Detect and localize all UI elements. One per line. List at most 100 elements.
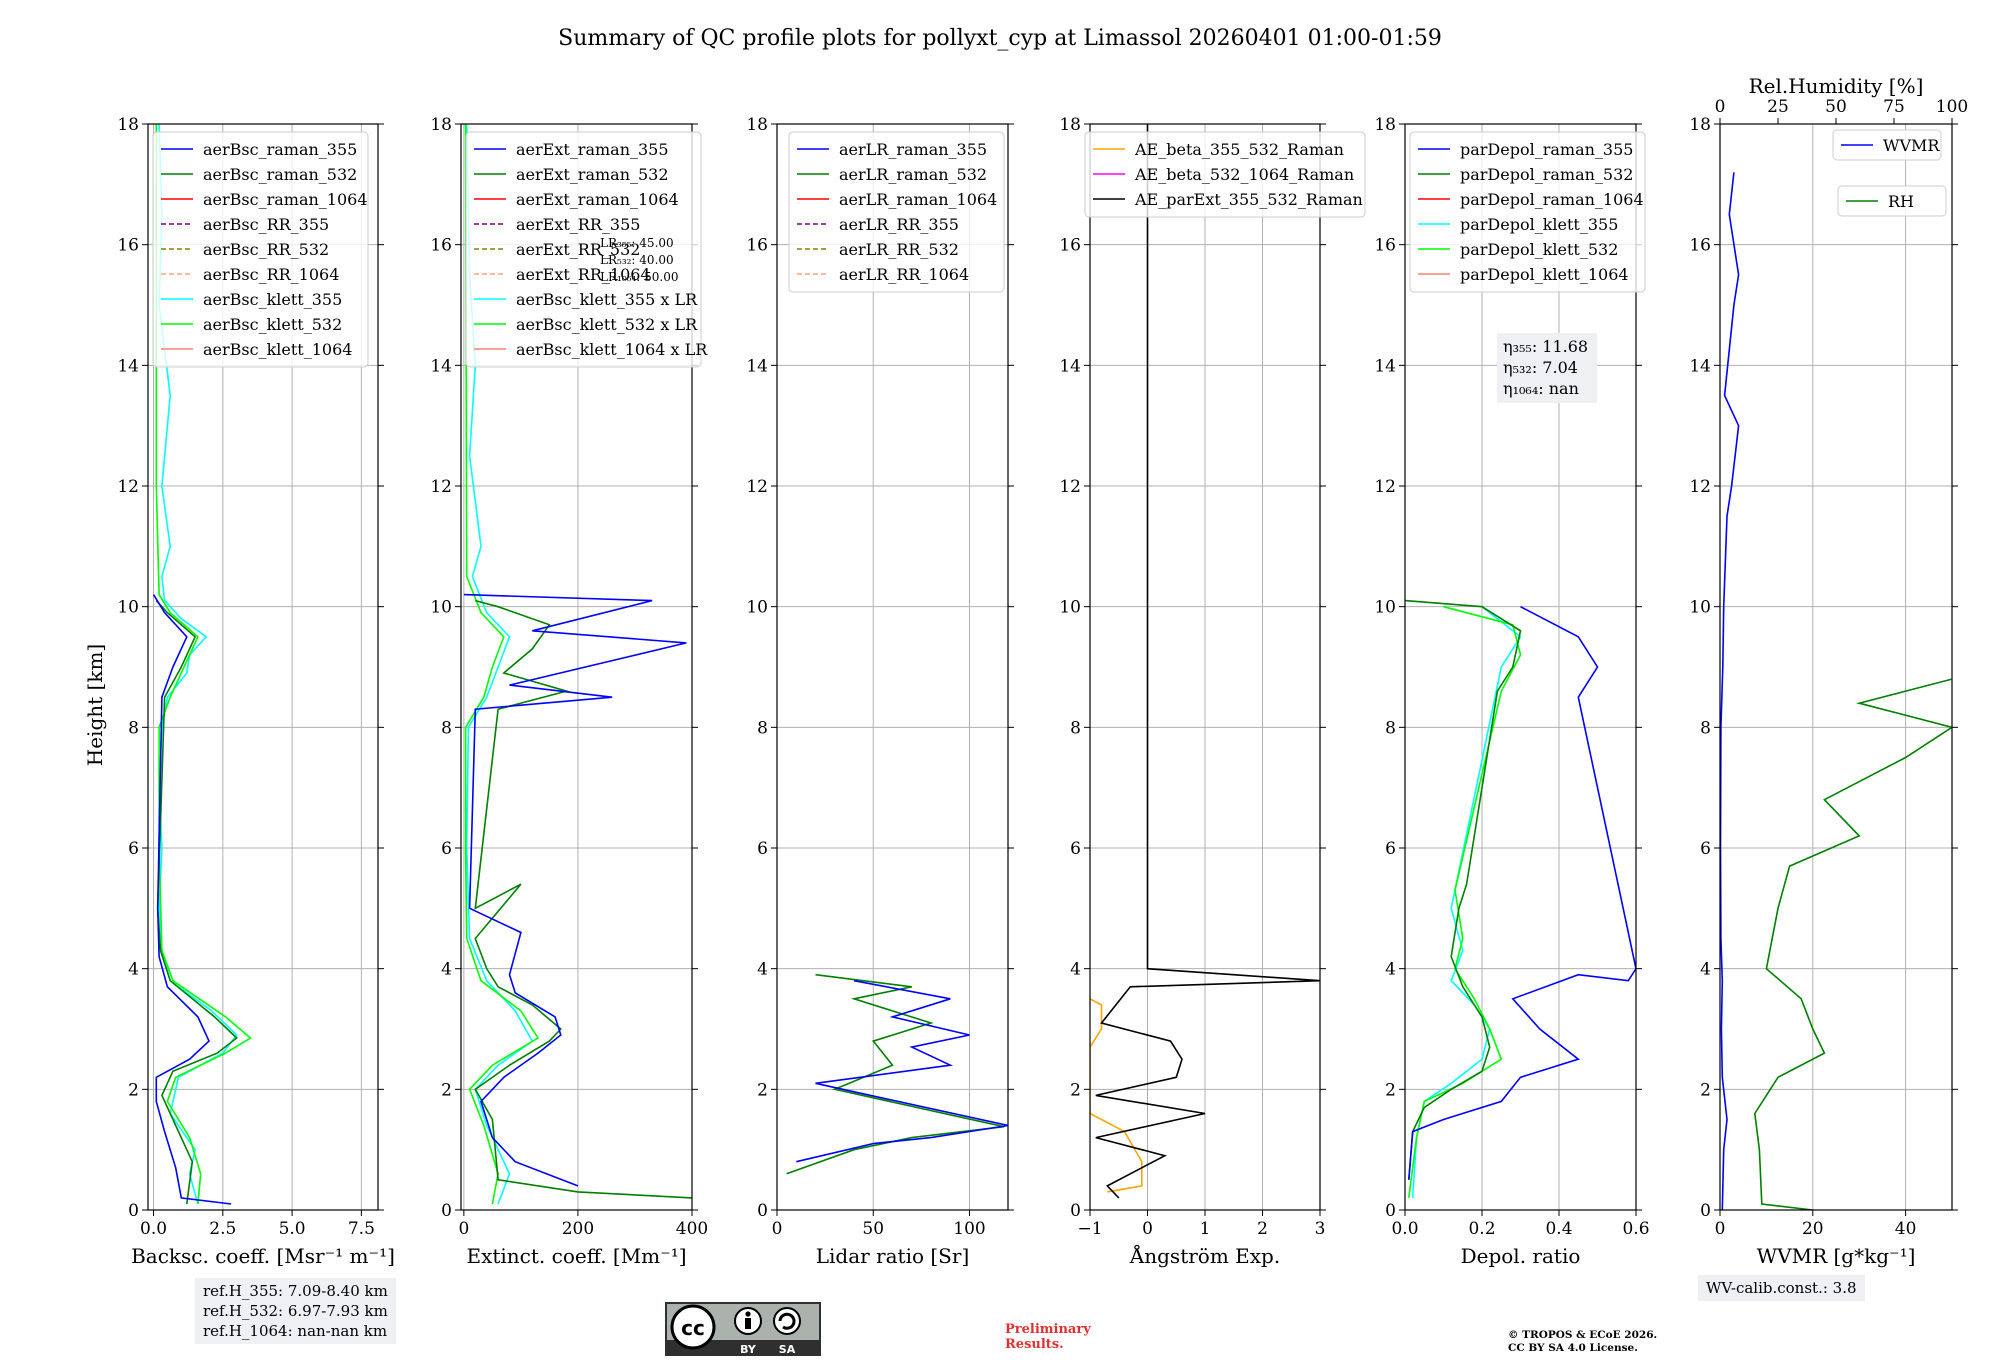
y-tick-label: 14 [117, 356, 139, 376]
panel-lr: 0 50 100 Lidar ratio [Sr] 0 2 4 6 8 10 12 14 16 18 aer… [746, 115, 1014, 1268]
legend-label: parDepol_klett_355 [1460, 215, 1618, 234]
x-tick-label: 0.6 [1622, 1219, 1649, 1239]
legend-WVMR: WVMR [1832, 129, 1942, 161]
figure-title: Summary of QC profile plots for pollyxt_… [558, 26, 1442, 51]
y-tick-label: 4 [128, 960, 139, 980]
series-aerExt_raman_355 [463, 593, 687, 1187]
x-tick-label: 3 [1315, 1219, 1326, 1239]
y-tick-label: 0 [441, 1201, 452, 1221]
top-x-tick-label: 25 [1767, 97, 1789, 117]
legend-label: aerBsc_klett_532 [203, 315, 342, 334]
y-axis-label: Height [km] [83, 644, 107, 766]
y-tick-label: 8 [1700, 718, 1711, 738]
panel-ext: 0 200 400 Extinct. coeff. [Mm⁻¹] 0 2 4 6 8 10 12 14… [430, 115, 708, 1268]
legend-label: aerBsc_klett_532 x LR [516, 315, 698, 334]
legend-label: aerLR_RR_532 [839, 240, 959, 259]
y-tick-label: 12 [746, 477, 768, 497]
eta-value: η₃₅₅: 11.68 [1503, 337, 1588, 356]
legend-label: WVMR [1883, 136, 1940, 155]
x-tick-label: 40 [1895, 1219, 1917, 1239]
series-parDepol_klett_355 [1411, 606, 1522, 1198]
legend-label: aerExt_RR_532 [516, 240, 640, 259]
series-group [1720, 172, 1952, 1210]
y-tick-label: 12 [1374, 477, 1396, 497]
y-tick-label: 12 [1689, 477, 1711, 497]
series-AE_beta_355_532_Raman [1090, 998, 1143, 1193]
panel-dep: 0.0 0.2 0.4 0.6 Depol. ratio 0 2 4 6 8 10 12 14 16 18 p… [1374, 115, 1649, 1268]
preliminary-line-1: Preliminary [1005, 1322, 1091, 1337]
x-tick-label: 0.4 [1545, 1219, 1572, 1239]
x-axis-label: Extinct. coeff. [Mm⁻¹] [466, 1244, 686, 1268]
series-group [786, 973, 1008, 1175]
legend-RH: RH [1837, 185, 1947, 217]
series-group [463, 124, 692, 1205]
axes-frame [460, 123, 693, 1211]
y-tick-label: 12 [1059, 477, 1081, 497]
panel-bsc: 0.0 2.5 5.0 7.5 Backsc. coeff. [Msr⁻¹ m⁻¹] 0 2… [117, 115, 395, 1268]
y-tick-label: 2 [757, 1080, 768, 1100]
wv-calibration-note: WV-calib.const.: 3.8 [1698, 1275, 1865, 1301]
series-aerLR_raman_532 [786, 973, 1005, 1175]
y-tick-label: 0 [1700, 1201, 1711, 1221]
legend-label: parDepol_klett_532 [1460, 240, 1618, 259]
top-x-axis-label: Rel.Humidity [%] [1749, 74, 1924, 98]
series-aerBsc_klett_532 [155, 124, 252, 1205]
y-tick-label: 18 [1059, 115, 1081, 135]
y-tick-label: 10 [117, 598, 139, 618]
y-tick-label: 18 [1689, 115, 1711, 135]
legend-label: aerLR_RR_355 [839, 215, 959, 234]
legend-label: aerBsc_klett_1064 x LR [516, 340, 708, 359]
x-tick-label: 100 [953, 1219, 985, 1239]
copyright-line-2: CC BY SA 4.0 License. [1508, 1342, 1638, 1354]
cc-license-badge: cc BY SA [665, 1302, 821, 1356]
x-tick-label: 50 [862, 1219, 884, 1239]
y-tick-label: 16 [117, 236, 139, 256]
badge-by-label: BY [740, 1343, 757, 1356]
legend-label: aerExt_raman_355 [516, 140, 669, 159]
legend-box [152, 131, 369, 368]
copyright-line-1: © TROPOS & ECoE 2026. [1508, 1329, 1658, 1341]
x-tick-label: 2 [1257, 1219, 1268, 1239]
legend-label: AE_beta_532_1064_Raman [1134, 165, 1354, 184]
legend-label: aerBsc_RR_355 [203, 215, 329, 234]
legend-label: aerExt_RR_1064 [516, 265, 651, 284]
lr-note: LR₃₅₅: 45.00 [600, 236, 674, 250]
x-tick-label: 0 [1142, 1219, 1153, 1239]
legend-label: aerExt_RR_355 [516, 215, 640, 234]
y-tick-label: 16 [430, 236, 452, 256]
y-tick-label: 14 [1374, 356, 1396, 376]
legend: aerLR_raman_355 aerLR_raman_532 aerLR_rama… [788, 131, 1005, 293]
axes-frame [776, 123, 1009, 1211]
y-tick-label: 10 [1689, 598, 1711, 618]
legend-label: aerLR_raman_532 [839, 165, 987, 184]
top-x-tick-label: 50 [1825, 97, 1847, 117]
preliminary-line-2: Results. [1005, 1337, 1064, 1352]
legend-label: aerExt_raman_1064 [516, 190, 679, 209]
x-tick-label: 0 [1715, 1219, 1726, 1239]
y-tick-label: 16 [746, 236, 768, 256]
y-tick-label: 4 [1700, 960, 1711, 980]
legend-box [1084, 131, 1366, 218]
sa-icon [773, 1307, 801, 1335]
legend-label: aerBsc_klett_1064 [203, 340, 352, 359]
ref-h-532: ref.H_532: 6.97-7.93 km [203, 1302, 388, 1320]
badge-sa-label: SA [779, 1343, 796, 1356]
series-aerExt_raman_532 [474, 599, 692, 1199]
y-tick-label: 6 [1070, 839, 1081, 859]
ref-h-355: ref.H_355: 7.09-8.40 km [203, 1282, 388, 1300]
y-tick-label: 18 [430, 115, 452, 135]
series-aerBsc_raman_355 [152, 594, 232, 1205]
legend: parDepol_raman_355 parDepol_raman_532 parD… [1409, 131, 1646, 293]
y-tick-label: 2 [1070, 1080, 1081, 1100]
ref-h-1064: ref.H_1064: nan-nan km [203, 1322, 388, 1340]
y-tick-label: 18 [117, 115, 139, 135]
y-tick-label: 4 [1385, 960, 1396, 980]
series-parDepol_klett_532 [1408, 605, 1522, 1199]
legend: AE_beta_355_532_Raman AE_beta_532_1064_Ra… [1084, 131, 1366, 218]
y-tick-label: 8 [757, 718, 768, 738]
y-tick-label: 16 [1059, 236, 1081, 256]
series-group [1405, 599, 1636, 1199]
top-x-tick-label: 0 [1715, 97, 1726, 117]
